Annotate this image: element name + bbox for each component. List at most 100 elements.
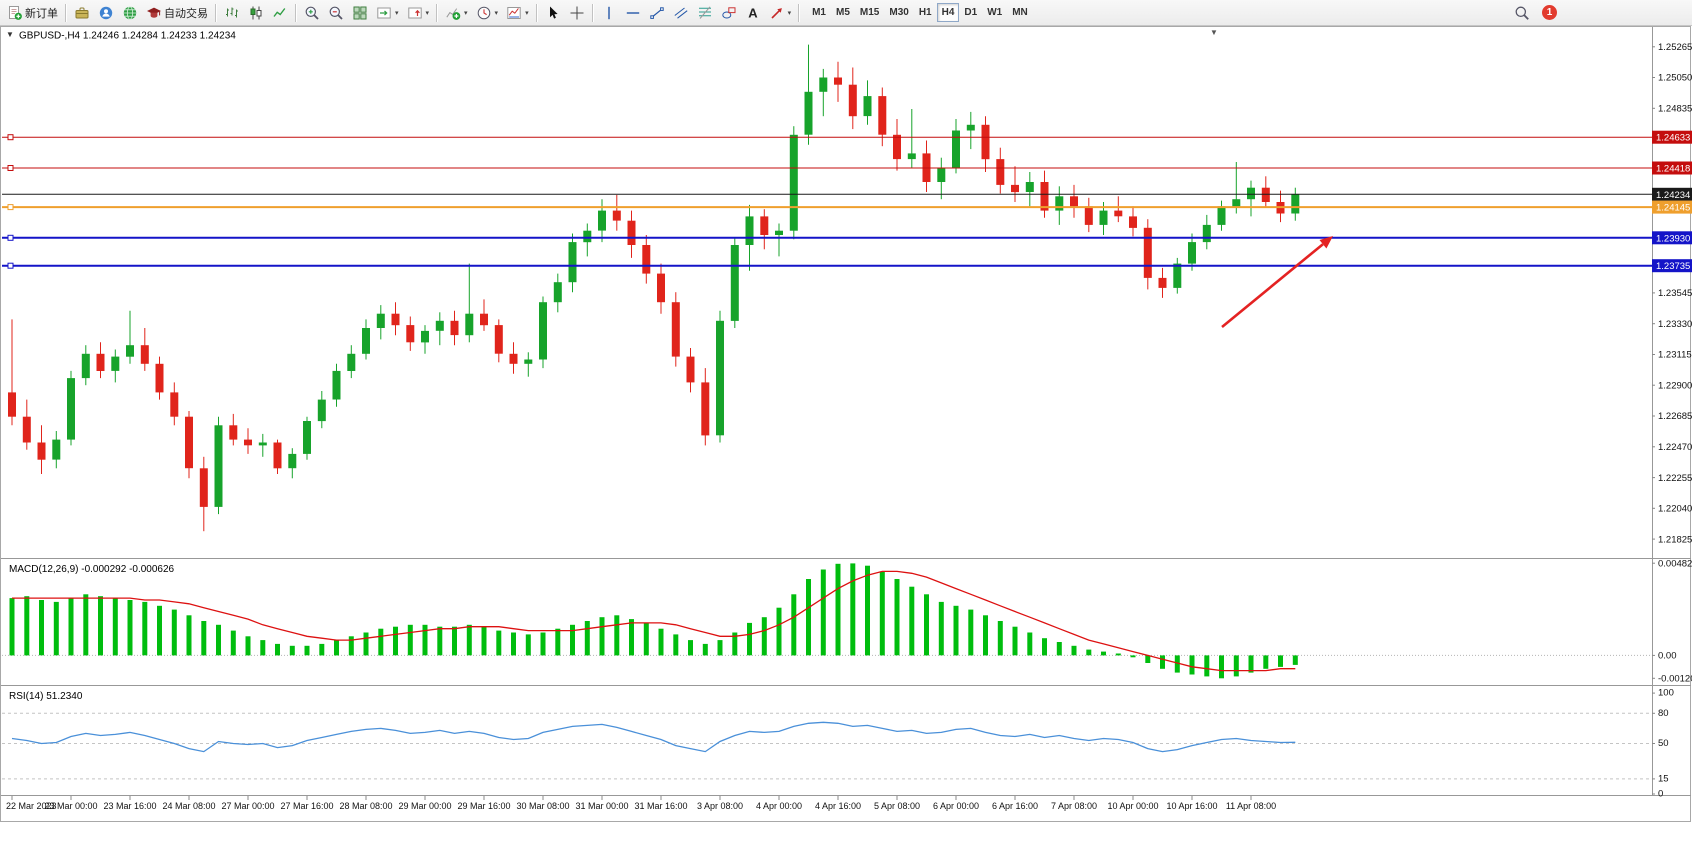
cursor-icon (549, 6, 558, 19)
line-handle[interactable] (7, 262, 14, 269)
horizontal-line-button[interactable] (621, 1, 645, 24)
candlestick-series (8, 44, 1300, 532)
fibo-icon (698, 5, 711, 19)
svg-text:1.22255: 1.22255 (1658, 473, 1692, 484)
search-icon (1515, 6, 1529, 20)
template-icon (507, 6, 521, 19)
svg-text:3 Apr 08:00: 3 Apr 08:00 (697, 801, 743, 811)
timeframe-M5-button[interactable]: M5 (836, 7, 850, 18)
dropdown-arrow-icon[interactable]: ▾ (494, 9, 499, 17)
hline-1.23735[interactable] (2, 262, 1652, 269)
svg-text:27 Mar 00:00: 27 Mar 00:00 (221, 801, 274, 811)
timeframe-D1-button[interactable]: D1 (964, 7, 978, 18)
line-handle[interactable] (7, 134, 14, 141)
zoom-in-button[interactable] (300, 1, 324, 24)
price-badge: 1.23930 (1652, 231, 1692, 245)
svg-text:11 Apr 08:00: 11 Apr 08:00 (1226, 801, 1276, 811)
candles-icon (250, 6, 262, 19)
crosshair-button[interactable] (565, 1, 589, 24)
line-handle[interactable] (7, 165, 14, 171)
new-order-button[interactable]: 新订单 (3, 1, 62, 24)
timeframe-M30-button[interactable]: M30 (889, 7, 909, 18)
svg-text:0.004828: 0.004828 (1658, 558, 1692, 569)
timeframe-H4-button[interactable]: H4 (936, 3, 960, 22)
svg-text:29 Mar 16:00: 29 Mar 16:00 (457, 801, 510, 811)
svg-text:1.24835: 1.24835 (1658, 104, 1692, 115)
price-badge: 1.24145 (1652, 200, 1692, 214)
svg-text:100: 100 (1658, 688, 1674, 699)
svg-text:4 Apr 00:00: 4 Apr 00:00 (756, 801, 802, 811)
price-badge: 1.23735 (1652, 259, 1692, 273)
arrow-objects-button[interactable]: ▾ (765, 1, 796, 24)
autotrading-label: 自动交易 (164, 7, 208, 20)
svg-text:24 Mar 08:00: 24 Mar 08:00 (162, 801, 215, 811)
indicators-button[interactable]: ▾ (441, 1, 472, 24)
svg-text:15: 15 (1658, 773, 1669, 784)
svg-text:1.23735: 1.23735 (1656, 261, 1690, 272)
line-handle[interactable] (7, 234, 14, 241)
candle-chart-button[interactable] (244, 1, 268, 24)
svg-text:4 Apr 16:00: 4 Apr 16:00 (815, 801, 861, 811)
hline-1.24418[interactable] (2, 165, 1652, 171)
templates-button[interactable]: ▾ (502, 1, 533, 24)
hline-1.24145[interactable] (2, 204, 1652, 211)
trend-arrow-annotation[interactable] (1221, 236, 1333, 329)
equidistant-channel-button[interactable] (669, 1, 693, 24)
mql5-community-button[interactable] (94, 1, 118, 24)
svg-text:80: 80 (1658, 708, 1669, 719)
tile-windows-button[interactable] (348, 1, 372, 24)
bar-chart-button[interactable] (220, 1, 244, 24)
arrows-icon (771, 7, 782, 19)
dropdown-arrow-icon[interactable]: ▾ (395, 9, 399, 17)
collapse-panel-toggle[interactable]: ▼ (6, 30, 14, 39)
channel-icon (674, 7, 688, 19)
price-badge: 1.24418 (1652, 161, 1692, 175)
svg-text:50: 50 (1658, 738, 1669, 749)
new-order-label: 新订单 (25, 7, 58, 20)
autotrading-button[interactable]: 自动交易 (142, 1, 212, 24)
tile-icon (353, 6, 367, 19)
trendline-button[interactable] (645, 1, 669, 24)
text-label-button[interactable]: A (741, 1, 765, 24)
svg-text:1.23545: 1.23545 (1658, 288, 1692, 299)
price-chart-canvas[interactable]: 1.25265 1.25050 1.24835 1.23545 1.23330 1.231… (0, 26, 1692, 850)
dropdown-arrow-icon[interactable]: ▾ (425, 9, 430, 17)
timeframe-M15-button[interactable]: M15 (859, 7, 880, 18)
svg-text:29 Mar 00:00: 29 Mar 00:00 (398, 801, 451, 811)
timeframe-M1-button[interactable]: M1 (812, 7, 826, 18)
hline-1.24633[interactable] (2, 134, 1652, 141)
svg-text:10 Apr 16:00: 10 Apr 16:00 (1166, 801, 1217, 811)
hline-icon (626, 11, 639, 14)
svg-text:27 Mar 16:00: 27 Mar 16:00 (280, 801, 333, 811)
notification-badge[interactable]: 1 (1542, 5, 1557, 20)
dropdown-arrow-icon[interactable]: ▾ (787, 9, 792, 17)
price-axis: 1.25265 1.25050 1.24835 1.23545 1.23330 1.231… (1652, 42, 1692, 545)
market-watch-button[interactable] (70, 1, 94, 24)
toolbar-separator (798, 3, 801, 22)
svg-text:1.24145: 1.24145 (1656, 203, 1690, 214)
dropdown-arrow-icon[interactable]: ▾ (525, 9, 529, 17)
timeframe-W1-button[interactable]: W1 (987, 7, 1003, 18)
toolbar-separator (535, 3, 538, 22)
timeframe-MN-button[interactable]: MN (1012, 7, 1028, 18)
vertical-line-button[interactable] (597, 1, 621, 24)
line-handle[interactable] (7, 204, 14, 211)
svg-text:A: A (748, 5, 758, 20)
periods-button[interactable]: ▾ (472, 1, 503, 24)
svg-text:30 Mar 08:00: 30 Mar 08:00 (516, 801, 569, 811)
cursor-button[interactable] (541, 1, 565, 24)
chart-shift-button[interactable]: ▾ (403, 1, 434, 24)
search-button[interactable] (1510, 1, 1534, 24)
svg-text:1.24234: 1.24234 (1656, 190, 1690, 201)
shapes-button[interactable] (717, 1, 741, 24)
hline-1.2393[interactable] (2, 234, 1652, 241)
fibonacci-button[interactable] (693, 1, 717, 24)
timeframe-H1-button[interactable]: H1 (918, 7, 932, 18)
zoom-out-button[interactable] (324, 1, 348, 24)
dropdown-arrow-icon[interactable]: ▾ (464, 9, 468, 17)
line-chart-button[interactable] (268, 1, 292, 24)
auto-scroll-button[interactable]: ▾ (372, 1, 403, 24)
web-terminal-button[interactable] (118, 1, 142, 24)
